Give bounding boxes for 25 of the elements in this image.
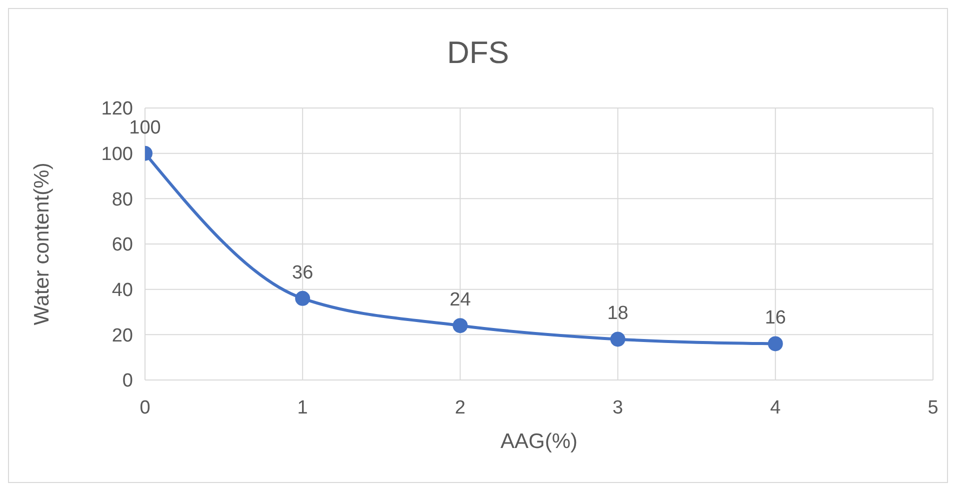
- data-label: 100: [129, 117, 161, 138]
- y-tick-label: 0: [122, 370, 133, 392]
- x-tick-label: 3: [612, 397, 624, 418]
- y-tick-label: 60: [112, 234, 133, 256]
- point: [610, 332, 626, 347]
- y-tick-label: 20: [112, 325, 133, 346]
- x-tick-label: 2: [454, 397, 466, 418]
- point: [295, 290, 310, 306]
- x-tick-label: 0: [140, 397, 150, 418]
- x-tick-label: 4: [770, 397, 782, 418]
- y-tick-label: 100: [101, 144, 133, 166]
- data-label: 24: [450, 290, 472, 311]
- y-tick-label: 40: [112, 280, 133, 302]
- y-axis-title: Water content(%): [30, 162, 54, 326]
- data-label: 36: [292, 262, 314, 284]
- data-label: 16: [764, 308, 786, 329]
- data-label: 18: [607, 303, 628, 324]
- point: [452, 318, 468, 334]
- chart-title: DFS: [446, 35, 510, 71]
- x-tick-label: 1: [297, 397, 308, 418]
- point: [768, 336, 783, 352]
- x-tick-label: 5: [928, 397, 938, 418]
- y-tick-label: 120: [101, 98, 133, 120]
- y-tick-label: 80: [112, 189, 133, 210]
- x-axis-title: AAG(%): [500, 430, 578, 453]
